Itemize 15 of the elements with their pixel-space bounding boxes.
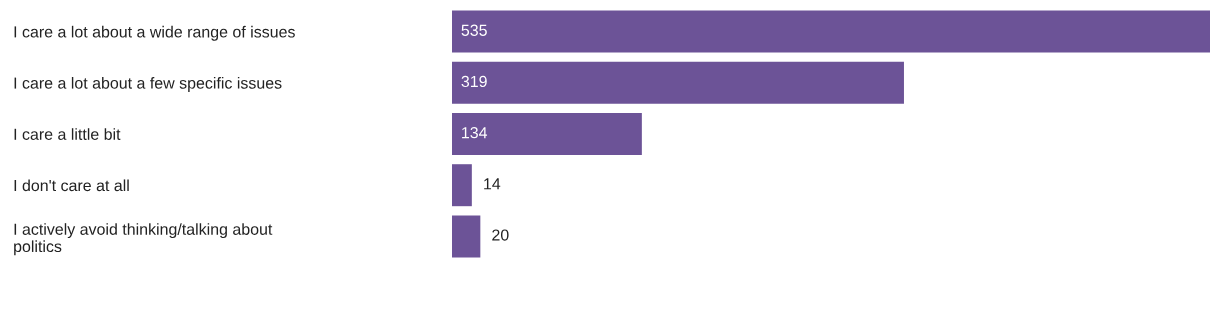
bar [452,164,472,207]
y-tick-label: I care a lot about a few specific issues [14,77,282,92]
bar [452,113,642,155]
data-label: 14 [484,178,501,190]
data-label: 535 [461,24,487,36]
y-tick-label: I care a little bit [14,128,121,140]
data-label: 20 [492,229,509,241]
data-label: 319 [461,75,487,88]
bar [452,215,481,258]
y-tick-label: I care a lot about a wide range of issues [14,25,295,41]
data-label: 134 [462,126,488,139]
bar [452,61,904,104]
y-tick-label: I don't care at all [14,179,129,192]
bar [452,10,1210,53]
y-tick-label: I actively avoid thinking/talking about politics [14,223,273,256]
